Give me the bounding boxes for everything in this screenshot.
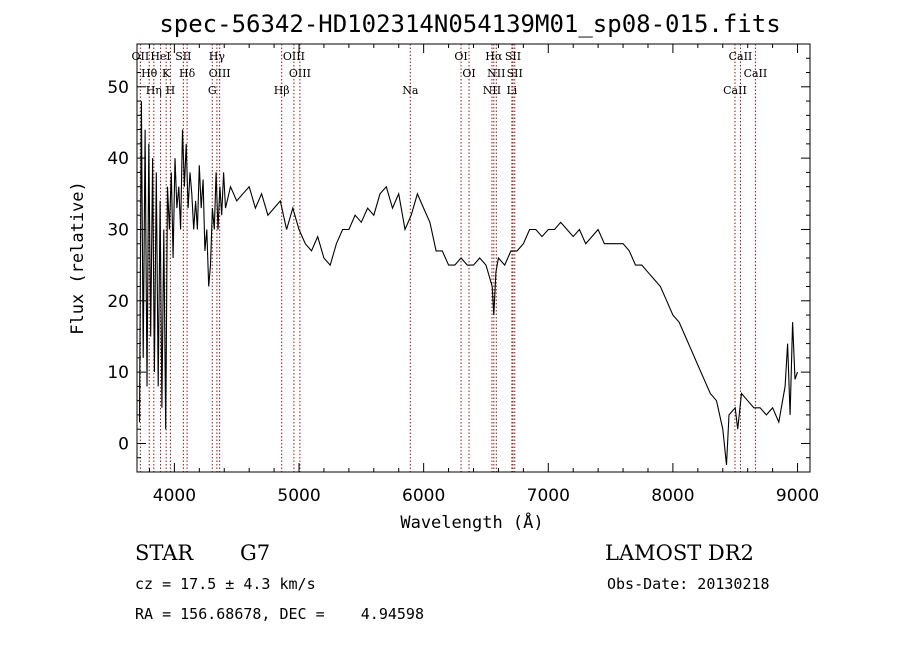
spectrum-line	[138, 101, 799, 465]
x-tick-label: 5000	[277, 486, 320, 506]
y-tick-label: 30	[107, 220, 129, 240]
spectral-line-label: CaII	[729, 50, 753, 63]
chart-title: spec-56342-HD102314N054139M01_sp08-015.f…	[159, 10, 780, 38]
spectral-line-label: CaII	[744, 67, 768, 80]
obs-date-text: Obs-Date: 20130218	[607, 575, 770, 593]
y-tick-label: 10	[107, 363, 129, 383]
x-axis-label: Wavelength (Å)	[400, 511, 543, 533]
y-axis-label: Flux (relative)	[68, 181, 88, 335]
spectral-line-label: OIII	[209, 67, 231, 80]
spectral-line-label: H	[166, 84, 176, 97]
spectral-line-label: OIII	[289, 67, 311, 80]
x-tick-label: 8000	[651, 486, 694, 506]
x-tick-label: 7000	[527, 486, 570, 506]
spectral-line-label: Hθ	[141, 67, 158, 80]
spectral-line-label: OII	[132, 50, 150, 63]
spectral-line-markers	[139, 44, 756, 472]
spectral-line-label: SII	[507, 67, 523, 80]
y-tick-label: 0	[118, 434, 129, 454]
spectral-line-label: G	[208, 84, 217, 97]
subclass: G7	[240, 541, 270, 565]
plot-frame	[136, 43, 811, 473]
y-tick-label: 40	[107, 149, 129, 169]
spectral-line-label: Na	[402, 84, 419, 97]
spectral-line-label: K	[162, 67, 171, 80]
coordinates-text: RA = 156.68678, DEC = 4.94598	[135, 605, 424, 623]
x-tick-label: 9000	[776, 486, 819, 506]
spectral-line-label: OIII	[283, 50, 305, 63]
survey-name: LAMOST DR2	[605, 541, 754, 565]
x-tick-label: 6000	[402, 486, 445, 506]
y-tick-label: 20	[107, 292, 129, 312]
spectral-line-label: CaII	[723, 84, 747, 97]
redshift-text: cz = 17.5 ± 4.3 km/s	[135, 575, 316, 593]
x-axis-ticks: 4000 5000 6000 7000 8000 9000	[148, 44, 819, 506]
spectral-line-label: HeI	[150, 50, 170, 63]
spectral-line-label: NII	[487, 67, 505, 80]
spectral-line-label: SII	[505, 50, 521, 63]
spectral-line-label: Li	[506, 84, 517, 97]
spectral-line-label: Hη	[146, 84, 162, 97]
spectral-line-label: Hδ	[179, 67, 196, 80]
spectral-line-label: Hβ	[274, 84, 290, 97]
spectral-line-label: OI	[462, 67, 475, 80]
spectral-line-label: Hα	[485, 50, 503, 63]
spectral-line-labels: OII Hθ Hη HeI KH SII Hδ G Hγ OIII Hβ OIII OIII Na OI OI…	[132, 50, 768, 97]
y-axis-ticks: 0 10 20 30 40 50	[107, 57, 810, 459]
y-tick-label: 50	[107, 78, 129, 98]
spectral-line-label: SII	[175, 50, 191, 63]
x-tick-label: 4000	[153, 486, 196, 506]
spectral-line-label: OI	[454, 50, 467, 63]
object-class: STAR	[135, 541, 194, 565]
spectral-line-label: NII	[483, 84, 501, 97]
spectral-line-label: Hγ	[209, 50, 226, 63]
